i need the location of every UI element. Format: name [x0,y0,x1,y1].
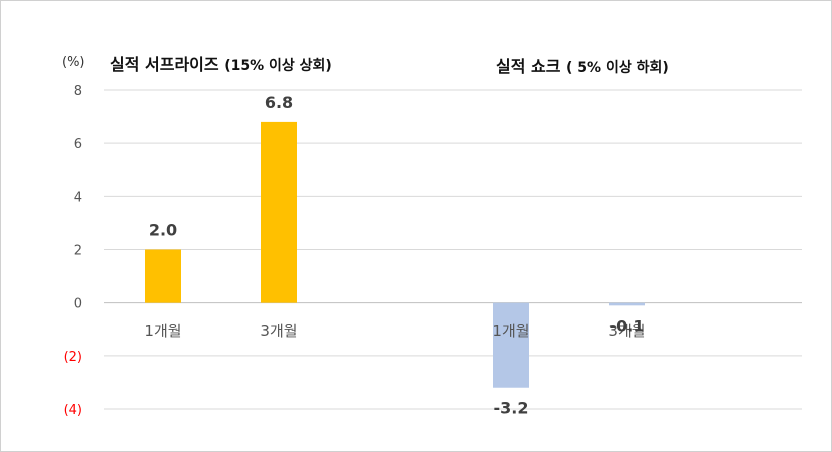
bar [609,302,645,306]
chart-text: (%) 실적 서프라이즈 (15% 이상 상회) 실적 쇼크 ( 5% 이상 하… [62,55,669,418]
panel-title-shock-detail: ( 5% 이상 하회) [566,59,669,76]
x-category-label: 3개월 [260,322,297,340]
panel-title-shock: 실적 쇼크 ( 5% 이상 하회) [496,57,669,76]
y-tick-label: (4) [64,403,82,418]
y-tick-label: 0 [74,297,82,312]
y-tick-label: (2) [64,350,82,365]
y-tick-label: 2 [74,244,82,259]
bars [145,121,645,388]
panel-title-surprise-detail: (15% 이상 상회) [224,57,332,74]
panel-title-surprise-main: 실적 서프라이즈 [110,55,224,74]
panel-title-shock-main: 실적 쇼크 [496,57,566,76]
data-label: -0.1 [610,316,645,335]
bar [493,302,529,388]
bar [261,121,297,303]
unit-label: (%) [62,55,85,70]
bar [145,249,181,303]
data-label: 6.8 [265,93,293,112]
grid-lines [104,89,802,410]
data-label: 2.0 [149,221,177,240]
panel-title-surprise: 실적 서프라이즈 (15% 이상 상회) [110,55,332,74]
y-tick-label: 8 [74,84,82,99]
data-label: -3.2 [494,399,529,418]
x-category-label: 1개월 [144,322,181,340]
y-tick-label: 4 [74,190,82,205]
x-category-label: 3개월 [608,322,645,340]
x-category-label: 1개월 [492,322,529,340]
y-tick-label: 6 [74,137,82,152]
